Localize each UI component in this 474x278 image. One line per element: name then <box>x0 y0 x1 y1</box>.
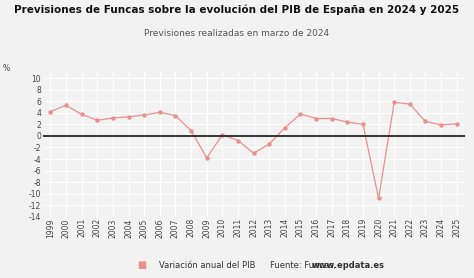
Text: %: % <box>2 64 9 73</box>
Text: Variación anual del PIB: Variación anual del PIB <box>159 261 255 270</box>
Text: ■: ■ <box>137 260 147 270</box>
Text: Previsiones realizadas en marzo de 2024: Previsiones realizadas en marzo de 2024 <box>145 29 329 38</box>
Text: Fuente: Funcas,: Fuente: Funcas, <box>270 261 339 270</box>
Text: www.epdata.es: www.epdata.es <box>312 261 385 270</box>
Text: Previsiones de Funcas sobre la evolución del PIB de España en 2024 y 2025: Previsiones de Funcas sobre la evolución… <box>14 4 460 15</box>
